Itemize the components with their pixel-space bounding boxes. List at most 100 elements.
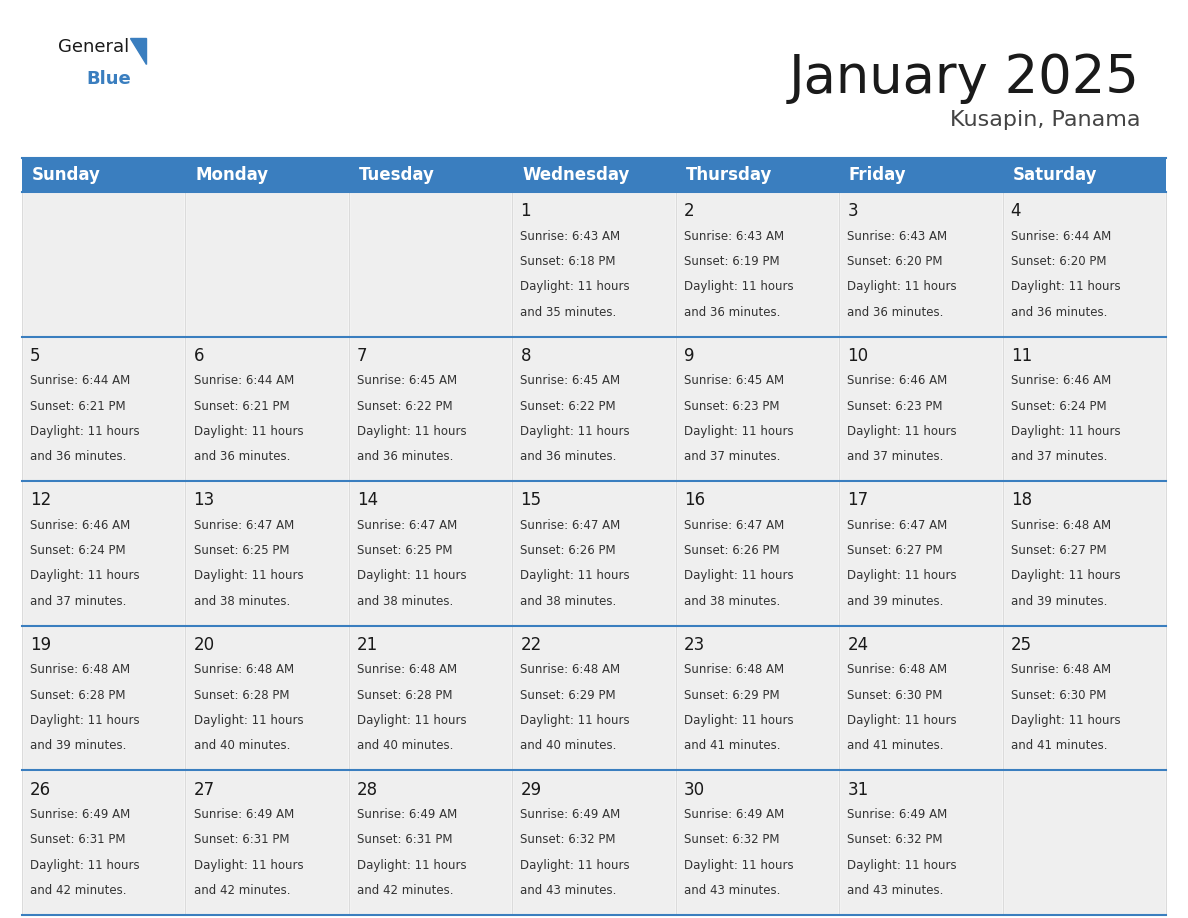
- Bar: [676, 770, 839, 915]
- Text: Sunset: 6:21 PM: Sunset: 6:21 PM: [194, 399, 289, 412]
- Text: and 43 minutes.: and 43 minutes.: [520, 884, 617, 897]
- Text: and 36 minutes.: and 36 minutes.: [194, 450, 290, 463]
- Bar: [1003, 481, 1165, 626]
- Bar: [1003, 337, 1165, 481]
- Text: and 41 minutes.: and 41 minutes.: [1011, 739, 1107, 753]
- Text: 21: 21: [358, 636, 378, 654]
- Text: 11: 11: [1011, 347, 1032, 364]
- Text: Sunset: 6:24 PM: Sunset: 6:24 PM: [30, 544, 126, 557]
- Text: Daylight: 11 hours: Daylight: 11 hours: [358, 714, 467, 727]
- Text: Daylight: 11 hours: Daylight: 11 hours: [847, 569, 958, 582]
- Text: 29: 29: [520, 780, 542, 799]
- Text: Sunset: 6:31 PM: Sunset: 6:31 PM: [358, 834, 453, 846]
- Bar: [23, 626, 185, 770]
- Text: Daylight: 11 hours: Daylight: 11 hours: [684, 858, 794, 871]
- Bar: [839, 192, 1003, 337]
- Text: Sunset: 6:19 PM: Sunset: 6:19 PM: [684, 255, 779, 268]
- Bar: [23, 481, 185, 626]
- Text: and 38 minutes.: and 38 minutes.: [520, 595, 617, 608]
- Bar: [23, 337, 185, 481]
- Text: Sunrise: 6:46 AM: Sunrise: 6:46 AM: [1011, 375, 1111, 387]
- Text: Sunrise: 6:49 AM: Sunrise: 6:49 AM: [520, 808, 620, 821]
- Text: Daylight: 11 hours: Daylight: 11 hours: [30, 858, 140, 871]
- Text: Sunset: 6:29 PM: Sunset: 6:29 PM: [684, 688, 779, 701]
- Text: Sunset: 6:22 PM: Sunset: 6:22 PM: [520, 399, 617, 412]
- Bar: [512, 770, 676, 915]
- Text: and 39 minutes.: and 39 minutes.: [1011, 595, 1107, 608]
- Text: Daylight: 11 hours: Daylight: 11 hours: [194, 714, 303, 727]
- Text: January 2025: January 2025: [789, 52, 1140, 104]
- Text: Sunrise: 6:45 AM: Sunrise: 6:45 AM: [358, 375, 457, 387]
- Text: and 43 minutes.: and 43 minutes.: [847, 884, 943, 897]
- Text: Sunday: Sunday: [32, 166, 101, 184]
- Text: Wednesday: Wednesday: [522, 166, 630, 184]
- Text: Sunrise: 6:47 AM: Sunrise: 6:47 AM: [684, 519, 784, 532]
- Bar: [839, 158, 1003, 192]
- Bar: [185, 481, 349, 626]
- Text: Sunrise: 6:48 AM: Sunrise: 6:48 AM: [358, 664, 457, 677]
- Text: and 36 minutes.: and 36 minutes.: [358, 450, 454, 463]
- Text: 2: 2: [684, 202, 695, 220]
- Text: Daylight: 11 hours: Daylight: 11 hours: [520, 858, 630, 871]
- Text: Sunset: 6:28 PM: Sunset: 6:28 PM: [358, 688, 453, 701]
- Text: Sunrise: 6:49 AM: Sunrise: 6:49 AM: [847, 808, 948, 821]
- Text: and 35 minutes.: and 35 minutes.: [520, 306, 617, 319]
- Bar: [23, 770, 185, 915]
- Text: Sunset: 6:27 PM: Sunset: 6:27 PM: [1011, 544, 1106, 557]
- Bar: [512, 481, 676, 626]
- Text: Daylight: 11 hours: Daylight: 11 hours: [1011, 569, 1120, 582]
- Text: Sunset: 6:32 PM: Sunset: 6:32 PM: [520, 834, 615, 846]
- Text: and 36 minutes.: and 36 minutes.: [520, 450, 617, 463]
- Bar: [676, 158, 839, 192]
- Text: Sunrise: 6:47 AM: Sunrise: 6:47 AM: [194, 519, 293, 532]
- Bar: [512, 626, 676, 770]
- Text: 23: 23: [684, 636, 706, 654]
- Text: Daylight: 11 hours: Daylight: 11 hours: [30, 714, 140, 727]
- Bar: [185, 770, 349, 915]
- Text: and 39 minutes.: and 39 minutes.: [30, 739, 127, 753]
- Text: Sunrise: 6:48 AM: Sunrise: 6:48 AM: [30, 664, 131, 677]
- Text: Sunrise: 6:48 AM: Sunrise: 6:48 AM: [1011, 664, 1111, 677]
- Text: and 39 minutes.: and 39 minutes.: [847, 595, 943, 608]
- Text: and 38 minutes.: and 38 minutes.: [194, 595, 290, 608]
- Text: Sunrise: 6:48 AM: Sunrise: 6:48 AM: [684, 664, 784, 677]
- Text: and 36 minutes.: and 36 minutes.: [30, 450, 127, 463]
- Bar: [512, 337, 676, 481]
- Text: and 36 minutes.: and 36 minutes.: [847, 306, 943, 319]
- Bar: [349, 192, 512, 337]
- Text: 3: 3: [847, 202, 858, 220]
- Text: Daylight: 11 hours: Daylight: 11 hours: [358, 425, 467, 438]
- Text: 22: 22: [520, 636, 542, 654]
- Text: and 41 minutes.: and 41 minutes.: [847, 739, 943, 753]
- Text: and 37 minutes.: and 37 minutes.: [684, 450, 781, 463]
- Text: and 40 minutes.: and 40 minutes.: [520, 739, 617, 753]
- Text: Daylight: 11 hours: Daylight: 11 hours: [684, 425, 794, 438]
- Text: 26: 26: [30, 780, 51, 799]
- Bar: [349, 337, 512, 481]
- Text: 16: 16: [684, 491, 704, 509]
- Bar: [1003, 626, 1165, 770]
- Text: Daylight: 11 hours: Daylight: 11 hours: [847, 714, 958, 727]
- Text: 30: 30: [684, 780, 704, 799]
- Bar: [349, 481, 512, 626]
- Text: Daylight: 11 hours: Daylight: 11 hours: [30, 425, 140, 438]
- Text: 10: 10: [847, 347, 868, 364]
- Text: Sunrise: 6:43 AM: Sunrise: 6:43 AM: [684, 230, 784, 242]
- Bar: [23, 192, 185, 337]
- Text: Sunset: 6:32 PM: Sunset: 6:32 PM: [847, 834, 943, 846]
- Text: Sunrise: 6:44 AM: Sunrise: 6:44 AM: [194, 375, 293, 387]
- Text: Sunrise: 6:48 AM: Sunrise: 6:48 AM: [194, 664, 293, 677]
- Text: Sunrise: 6:45 AM: Sunrise: 6:45 AM: [520, 375, 620, 387]
- Text: Sunrise: 6:48 AM: Sunrise: 6:48 AM: [1011, 519, 1111, 532]
- Text: and 36 minutes.: and 36 minutes.: [1011, 306, 1107, 319]
- Text: Daylight: 11 hours: Daylight: 11 hours: [358, 569, 467, 582]
- Text: and 37 minutes.: and 37 minutes.: [1011, 450, 1107, 463]
- Text: and 38 minutes.: and 38 minutes.: [684, 595, 781, 608]
- Text: Sunset: 6:30 PM: Sunset: 6:30 PM: [1011, 688, 1106, 701]
- Text: 31: 31: [847, 780, 868, 799]
- Text: 25: 25: [1011, 636, 1032, 654]
- Bar: [349, 770, 512, 915]
- Text: Sunset: 6:29 PM: Sunset: 6:29 PM: [520, 688, 617, 701]
- Text: Daylight: 11 hours: Daylight: 11 hours: [1011, 280, 1120, 293]
- Text: Sunset: 6:31 PM: Sunset: 6:31 PM: [30, 834, 126, 846]
